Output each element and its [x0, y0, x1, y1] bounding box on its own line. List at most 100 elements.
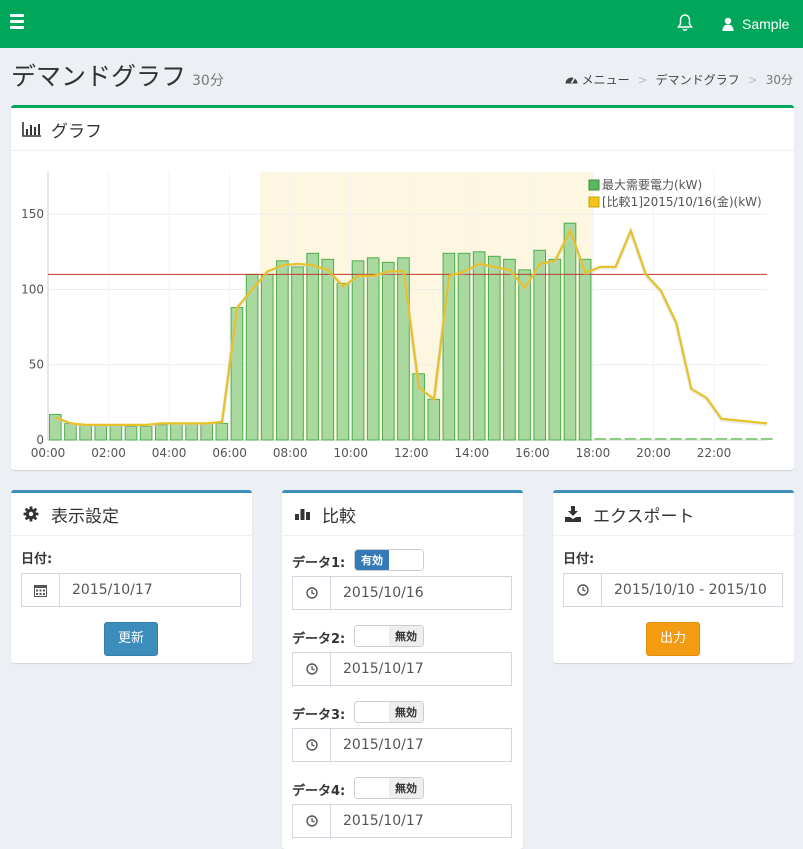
demand-bar: [215, 422, 229, 441]
compare-toggle[interactable]: 無効: [354, 701, 424, 723]
compare-row-label: データ2:: [292, 632, 346, 647]
toggle-handle: [355, 702, 389, 722]
demand-bar: [139, 425, 153, 441]
update-button[interactable]: 更新: [104, 622, 158, 656]
export-panel: エクスポート 日付: 2015/10/10 - 2015/10 出力: [553, 490, 794, 663]
compare-toggle[interactable]: 有効: [354, 549, 424, 571]
breadcrumb-home[interactable]: メニュー: [565, 71, 630, 88]
y-tick-label: 100: [21, 282, 44, 296]
compare-toggle[interactable]: 無効: [354, 625, 424, 647]
display-settings-panel: 表示設定 日付: 2015/10/17 更新: [11, 490, 252, 663]
y-tick-label: 150: [21, 207, 44, 221]
display-settings-title: 表示設定: [51, 506, 119, 527]
x-tick-label: 20:00: [636, 446, 671, 460]
x-tick-label: 00:00: [31, 446, 66, 460]
hamburger-icon[interactable]: [10, 14, 26, 34]
demand-bar: [291, 266, 304, 441]
top-navbar: Sample: [0, 0, 803, 48]
legend-swatch-demand: [588, 179, 600, 191]
demand-bar: [472, 251, 486, 441]
export-panel-title: エクスポート: [593, 506, 695, 527]
x-tick-label: 22:00: [697, 446, 732, 460]
user-menu[interactable]: Sample: [722, 13, 789, 35]
x-tick-label: 06:00: [212, 446, 247, 460]
graph-panel-title: グラフ: [51, 121, 102, 142]
clock-icon: [293, 805, 331, 837]
demand-bar: [578, 258, 592, 441]
demand-bar: [548, 258, 562, 441]
display-date-value: 2015/10/17: [72, 582, 153, 598]
compare-date-value: 2015/10/17: [343, 813, 424, 829]
calendar-icon: [22, 574, 60, 606]
x-tick-label: 10:00: [333, 446, 368, 460]
compare-panel-title: 比較: [322, 506, 356, 527]
clock-icon: [293, 729, 331, 761]
compare-date-input[interactable]: 2015/10/17: [292, 652, 512, 686]
demand-bar: [321, 258, 335, 441]
gear-icon: [21, 505, 41, 523]
compare-panel: 比較 データ1: 有効 2015/10/16 データ2: 無効 2015/10/17 データ…: [282, 490, 523, 849]
demand-bar: [49, 413, 62, 441]
demand-bar: [397, 257, 410, 441]
demand-bar: [366, 257, 380, 441]
compare-date-input[interactable]: 2015/10/16: [292, 576, 512, 610]
toggle-state-label: 有効: [355, 550, 389, 570]
toggle-handle: [389, 550, 423, 570]
x-tick-label: 08:00: [273, 446, 308, 460]
demand-chart: 0 50 100 150 00:00 02:00 04:00 06:00 08:00 10:00 1…: [21, 172, 773, 460]
export-date-label: 日付:: [563, 552, 595, 567]
compare-date-value: 2015/10/17: [343, 737, 424, 753]
y-tick-label: 50: [29, 358, 44, 372]
x-tick-label: 18:00: [576, 446, 611, 460]
compare-row-label: データ4:: [292, 784, 346, 799]
display-date-input[interactable]: 2015/10/17: [21, 573, 241, 607]
compare-toggle[interactable]: 無効: [354, 777, 424, 799]
display-settings-header: 表示設定: [11, 493, 252, 536]
demand-bar: [124, 425, 138, 441]
demand-bar: [260, 273, 274, 441]
demand-bar: [487, 255, 501, 441]
graph-panel: グラフ 0 50 100 150 00:00 02:00 04:00 06:00 08:00 10…: [11, 105, 794, 470]
compare-date-value: 2015/10/16: [343, 585, 424, 601]
page-title: デマンドグラフ: [11, 62, 187, 91]
export-date-range-input[interactable]: 2015/10/10 - 2015/10: [563, 573, 783, 607]
demand-bar: [351, 260, 365, 441]
breadcrumb: メニュー > デマンドグラフ > 30分: [565, 71, 793, 88]
breadcrumb-separator: >: [637, 72, 648, 87]
toggle-handle: [355, 778, 389, 798]
page-subtitle: 30分: [192, 73, 224, 89]
clock-icon: [293, 577, 331, 609]
legend-label-demand: 最大需要電力(kW): [602, 178, 702, 192]
x-tick-label: 12:00: [394, 446, 429, 460]
toggle-state-label: 無効: [389, 702, 423, 722]
output-button[interactable]: 出力: [646, 622, 700, 656]
x-tick-label: 14:00: [455, 446, 490, 460]
x-tick-label: 02:00: [91, 446, 126, 460]
breadcrumb-current[interactable]: デマンドグラフ: [656, 71, 740, 88]
demand-bar: [154, 424, 168, 441]
clock-icon: [293, 653, 331, 685]
demand-bar: [563, 222, 577, 441]
dashboard-icon: [565, 77, 578, 84]
demand-bar: [276, 260, 289, 441]
compare-date-input[interactable]: 2015/10/17: [292, 804, 512, 838]
toggle-state-label: 無効: [389, 778, 423, 798]
demand-bar: [382, 261, 395, 441]
demand-bar: [503, 258, 516, 441]
demand-bar: [306, 252, 319, 441]
bell-icon[interactable]: [677, 14, 693, 32]
demand-bar: [336, 282, 350, 441]
demand-bar: [427, 398, 441, 441]
download-icon: [563, 505, 583, 523]
compare-panel-header: 比較: [282, 493, 523, 536]
x-tick-label: 16:00: [515, 446, 550, 460]
demand-bar: [533, 249, 547, 441]
compare-date-input[interactable]: 2015/10/17: [292, 728, 512, 762]
demand-bar: [442, 252, 456, 441]
toggle-state-label: 無効: [389, 626, 423, 646]
breadcrumb-current-label: デマンドグラフ: [655, 73, 740, 87]
clock-icon: [564, 574, 602, 606]
export-panel-header: エクスポート: [553, 493, 794, 536]
bar-chart-small-icon: [292, 505, 312, 523]
user-icon: [722, 17, 734, 31]
